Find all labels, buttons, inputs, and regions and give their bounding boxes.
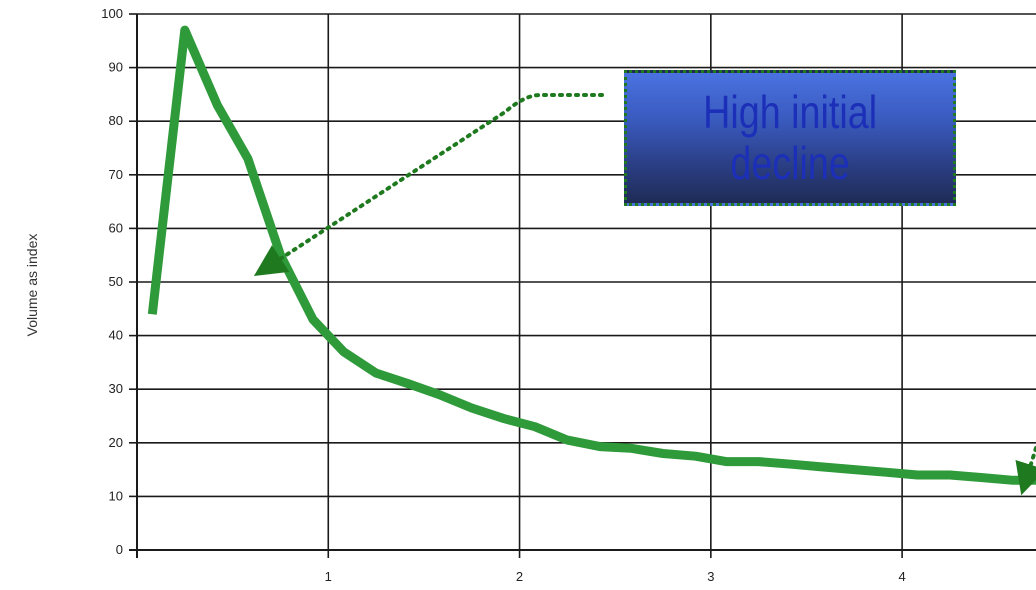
y-tick-label: 20 [109,435,123,450]
y-tick-label: 40 [109,328,123,343]
y-tick-label: 100 [101,6,123,21]
series-lines [147,25,1036,485]
series-line [147,25,1036,485]
x-tick-label: 4 [898,569,905,584]
x-tick-label: 2 [516,569,523,584]
y-tick-label: 90 [109,60,123,75]
y-tick-label: 60 [109,220,123,235]
callout-box: High initial decline [624,70,956,206]
y-tick-label: 50 [109,274,123,289]
y-tick-label: 80 [109,113,123,128]
annotation-arrow [253,93,604,277]
tick-labels: 0 10 20 30 40 50 60 70 80 90 100 1 2 3 4 [101,6,905,584]
x-tick-label: 3 [707,569,714,584]
y-tick-label: 10 [109,488,123,503]
y-axis-label: Volume as index [24,234,40,337]
x-tick-label: 1 [325,569,332,584]
annotation-arrows [253,93,1036,496]
annotation-arrow-right [1015,446,1036,496]
callout-text: High initial decline [702,86,878,189]
y-tick-label: 70 [109,167,123,182]
y-tick-label: 30 [109,381,123,396]
y-tick-label: 0 [116,542,123,557]
axes [129,13,1036,558]
